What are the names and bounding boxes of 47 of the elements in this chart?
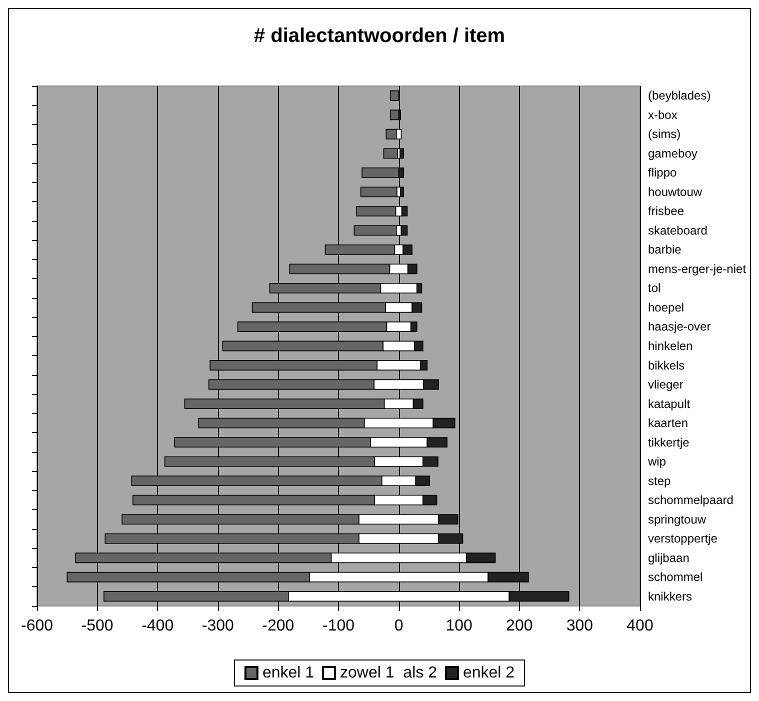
legend-label: enkel 2 (462, 664, 515, 682)
y-tick-label: hinkelen (648, 339, 693, 353)
y-tick-label: knikkers (648, 589, 692, 604)
bar (354, 225, 397, 236)
y-tick-label: frisbee (648, 204, 684, 218)
x-tick-label: 0 (394, 618, 404, 634)
legend-label: enkel 1 (262, 664, 314, 682)
x-tick-label: -200 (262, 618, 294, 634)
y-tick-label: wip (647, 454, 666, 469)
legend-label: zowel 1 als 2 (340, 664, 438, 682)
y-tick-label: houwtouw (648, 184, 702, 199)
y-tick-label: x-box (648, 108, 678, 122)
y-tick-label: gameboy (648, 146, 698, 160)
x-tick-label: 100 (446, 618, 473, 634)
x-tick-label: -600 (20, 618, 54, 634)
y-tick-label: kaarten (648, 416, 688, 430)
y-tick-label: verstoppertje (648, 532, 718, 546)
y-tick-label: vlieger (648, 378, 684, 392)
y-tick-label: skateboard (648, 223, 708, 238)
y-tick-label: schommelpaard (648, 493, 734, 508)
y-tick-label: step (648, 474, 672, 488)
bar (360, 186, 398, 198)
y-tick-label: hoepel (648, 300, 684, 314)
y-tick-label: schommel (648, 570, 703, 584)
x-tick-label: -100 (322, 618, 355, 634)
y-tick-label: barbie (648, 242, 682, 257)
bar (400, 186, 404, 198)
x-tick-label: -500 (81, 618, 114, 634)
y-tick-label: bikkels (648, 358, 685, 372)
x-tick-label: -400 (142, 618, 174, 634)
x-tick-label: 200 (506, 618, 533, 634)
y-tick-label: haasje-over (648, 320, 711, 334)
y-tick-label: tikkertje (648, 435, 690, 450)
y-tick-label: katapult (648, 396, 691, 411)
y-tick-label: glijbaan (648, 550, 690, 565)
bar (383, 148, 398, 159)
y-tick-label: springtouw (648, 512, 706, 526)
y-tick-label: flippo (648, 166, 678, 180)
y-tick-label: tol (648, 281, 661, 296)
y-tick-label: (sims) (648, 127, 681, 142)
y-tick-label: mens-erger-je-niet (648, 262, 747, 276)
chart-title: # dialectantwoorden / item (254, 25, 506, 47)
y-tick-label: (beyblades) (648, 88, 711, 103)
x-tick-label: 300 (566, 618, 594, 634)
x-tick-label: -300 (202, 618, 234, 634)
bar (390, 110, 400, 120)
x-tick-label: 400 (626, 618, 654, 634)
